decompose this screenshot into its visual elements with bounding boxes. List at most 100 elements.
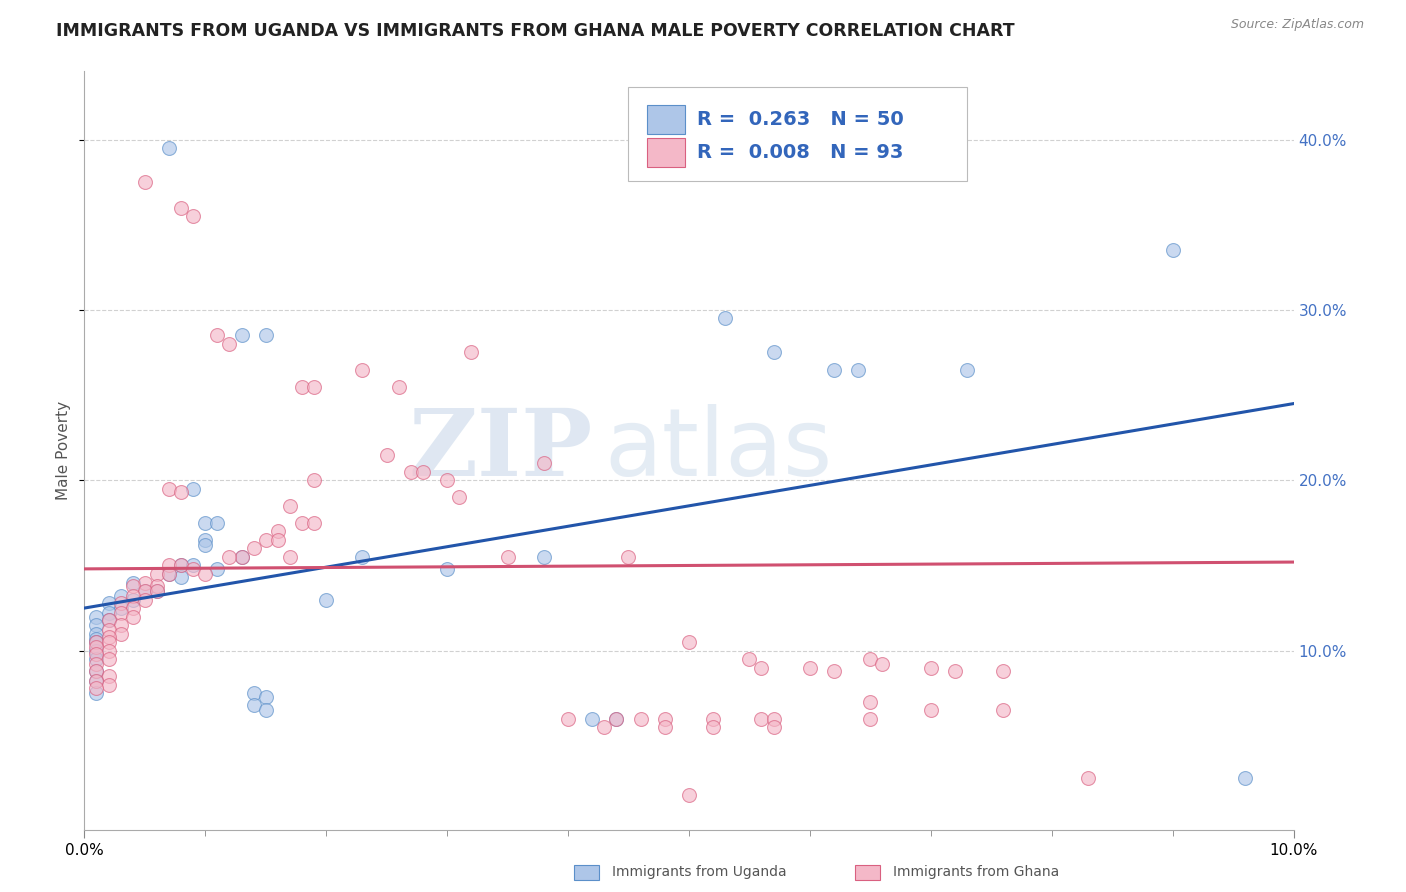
Point <box>218 337 240 351</box>
Point <box>581 712 603 726</box>
Point <box>388 379 411 393</box>
Point <box>254 533 277 547</box>
Point <box>97 613 120 627</box>
Point <box>352 362 374 376</box>
Point <box>920 661 942 675</box>
Point <box>231 328 253 343</box>
Point <box>496 549 519 564</box>
Point <box>86 635 108 649</box>
Point <box>86 664 108 678</box>
Point <box>170 570 193 584</box>
Point <box>375 448 398 462</box>
Point <box>86 632 108 646</box>
Point <box>617 549 640 564</box>
Point <box>170 201 193 215</box>
Point <box>823 664 845 678</box>
Point <box>242 541 264 556</box>
Point <box>181 562 204 576</box>
Point <box>86 664 108 678</box>
Point <box>254 703 277 717</box>
Point <box>302 516 325 530</box>
Point <box>943 664 966 678</box>
Point <box>86 643 108 657</box>
Point <box>157 141 180 155</box>
Point <box>242 698 264 713</box>
Point <box>157 566 180 581</box>
Point <box>593 720 616 734</box>
Point <box>449 491 471 505</box>
Point <box>86 652 108 666</box>
Point <box>97 652 120 666</box>
Point <box>170 558 193 573</box>
Point <box>993 703 1015 717</box>
FancyBboxPatch shape <box>647 104 685 134</box>
Point <box>121 579 143 593</box>
Point <box>207 516 229 530</box>
Point <box>762 345 785 359</box>
Point <box>630 712 652 726</box>
FancyBboxPatch shape <box>647 138 685 167</box>
Point <box>97 630 120 644</box>
Point <box>157 482 180 496</box>
Point <box>170 485 193 500</box>
Point <box>157 566 180 581</box>
Point <box>605 712 627 726</box>
Point <box>110 626 132 640</box>
Point <box>412 465 434 479</box>
Point <box>97 606 120 620</box>
Point <box>254 328 277 343</box>
Point <box>146 584 169 599</box>
Point <box>714 311 737 326</box>
Point <box>859 712 882 726</box>
Point <box>956 362 979 376</box>
Point <box>436 473 458 487</box>
Point <box>86 657 108 672</box>
Point <box>134 584 156 599</box>
Point <box>762 712 785 726</box>
Text: Immigrants from Uganda: Immigrants from Uganda <box>612 865 786 880</box>
Point <box>993 664 1015 678</box>
Point <box>134 175 156 189</box>
Text: IMMIGRANTS FROM UGANDA VS IMMIGRANTS FROM GHANA MALE POVERTY CORRELATION CHART: IMMIGRANTS FROM UGANDA VS IMMIGRANTS FRO… <box>56 22 1015 40</box>
Point <box>97 669 120 683</box>
Point <box>231 549 253 564</box>
Point <box>134 575 156 590</box>
Point <box>181 558 204 573</box>
Point <box>302 379 325 393</box>
Text: Immigrants from Ghana: Immigrants from Ghana <box>893 865 1059 880</box>
Point <box>436 562 458 576</box>
Point <box>557 712 579 726</box>
Point <box>181 209 204 223</box>
Point <box>352 549 374 564</box>
Point <box>267 524 290 539</box>
Point <box>97 613 120 627</box>
Text: R =  0.008   N = 93: R = 0.008 N = 93 <box>697 143 904 162</box>
Point <box>859 652 882 666</box>
Point <box>194 566 217 581</box>
Point <box>86 674 108 689</box>
Point <box>823 362 845 376</box>
Point <box>86 635 108 649</box>
Point <box>110 618 132 632</box>
Point <box>799 661 821 675</box>
Point <box>254 690 277 704</box>
Text: atlas: atlas <box>605 404 832 497</box>
Point <box>86 647 108 661</box>
Point <box>267 533 290 547</box>
Point <box>242 686 264 700</box>
Point <box>738 652 761 666</box>
Point <box>121 575 143 590</box>
Point <box>533 456 555 470</box>
Point <box>846 362 869 376</box>
Point <box>762 720 785 734</box>
Point <box>86 686 108 700</box>
Point <box>207 562 229 576</box>
Point <box>86 618 108 632</box>
Point <box>86 681 108 695</box>
Point <box>194 538 217 552</box>
Point <box>97 643 120 657</box>
Point <box>920 703 942 717</box>
Point <box>110 601 132 615</box>
Point <box>460 345 482 359</box>
Point <box>110 589 132 603</box>
